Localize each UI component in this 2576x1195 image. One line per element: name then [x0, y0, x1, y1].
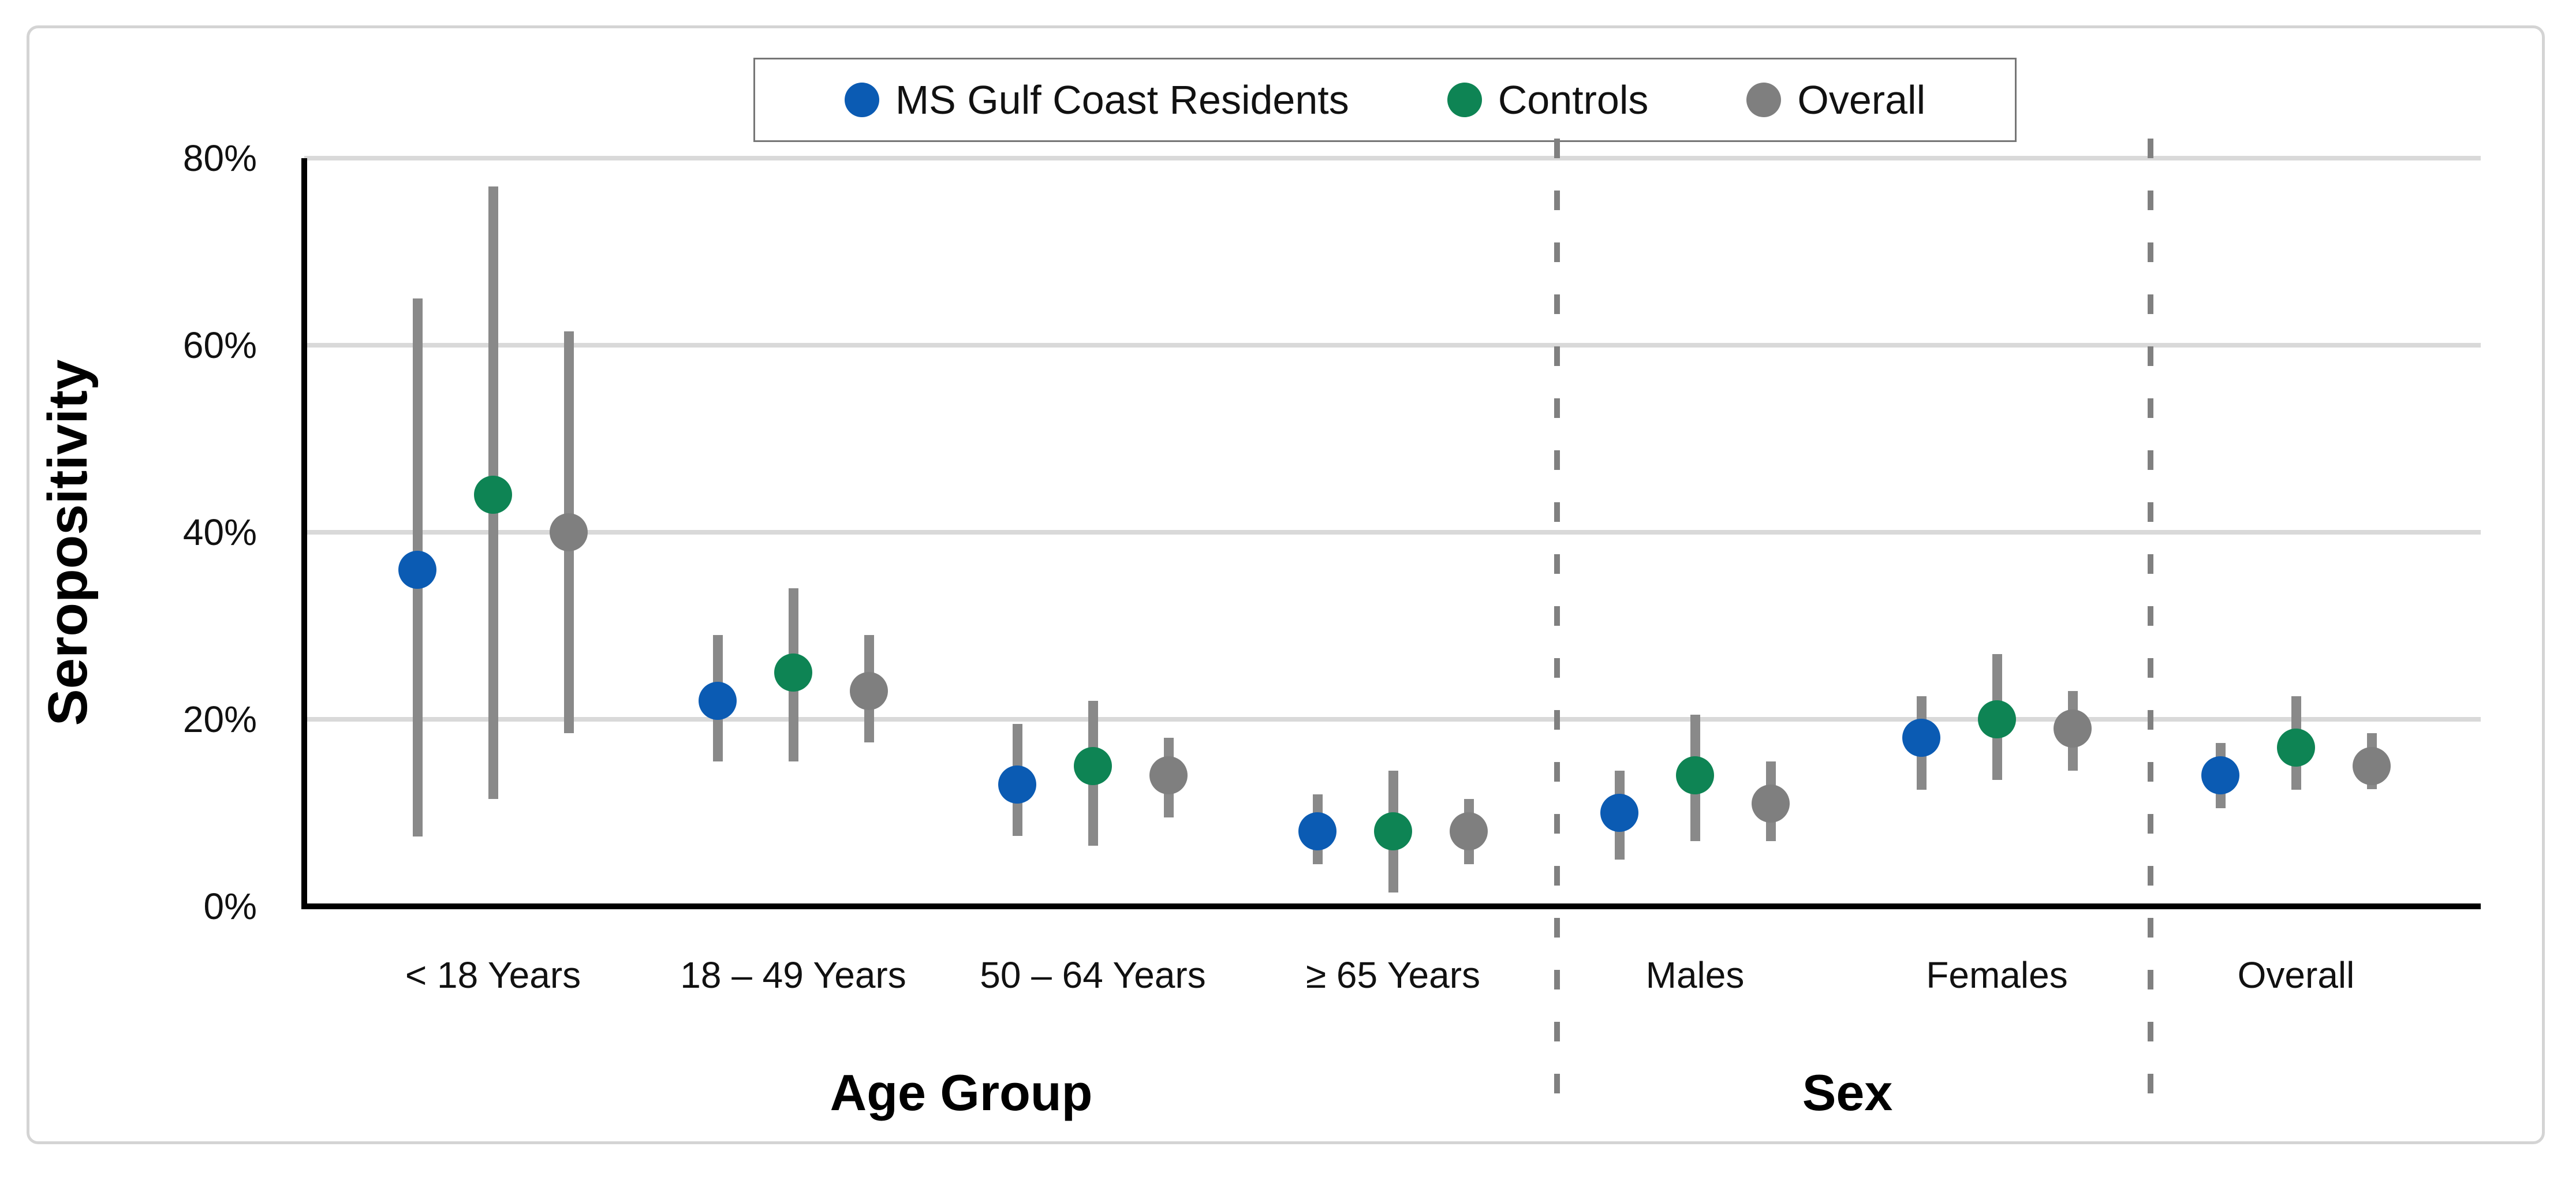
group-divider-icon — [1554, 139, 1560, 1123]
y-tick-label: 60% — [182, 324, 257, 366]
gridline-40pct — [304, 530, 2481, 535]
y-axis-line — [301, 158, 307, 909]
y-tick-label: 0% — [203, 886, 257, 927]
legend-item: Controls — [1447, 77, 1649, 123]
legend-marker-icon — [1746, 83, 1782, 117]
data-point — [1978, 700, 2016, 738]
data-point — [398, 550, 436, 589]
legend: MS Gulf Coast Residents Controls Overall — [753, 58, 2017, 142]
x-category-label: Overall — [2237, 954, 2355, 996]
data-point — [1298, 812, 1336, 851]
y-axis-title: Seropositivity — [37, 359, 99, 726]
y-tick-label: 80% — [182, 137, 257, 179]
data-point — [1149, 756, 1188, 795]
data-point — [2277, 728, 2315, 767]
data-point — [474, 476, 512, 514]
x-group-title: Sex — [1802, 1064, 1893, 1121]
chart-area-border — [27, 25, 2545, 1144]
data-point — [998, 765, 1036, 804]
data-point — [2353, 747, 2391, 785]
data-point — [2054, 709, 2092, 748]
data-point — [1600, 794, 1638, 832]
gridline-60pct — [304, 343, 2481, 348]
gridline-20pct — [304, 717, 2481, 722]
data-point — [1902, 719, 1940, 757]
data-point — [699, 681, 737, 720]
y-tick-label: 40% — [182, 511, 257, 553]
data-point — [550, 513, 588, 551]
x-group-title: Age Group — [830, 1064, 1093, 1121]
data-point — [774, 653, 812, 692]
legend-item: Overall — [1746, 77, 1925, 123]
legend-marker-icon — [844, 83, 879, 117]
legend-label: Overall — [1797, 77, 1926, 122]
data-point — [850, 672, 888, 711]
x-category-label: 50 – 64 Years — [980, 954, 1206, 996]
legend-label: MS Gulf Coast Residents — [895, 77, 1349, 122]
data-point — [1374, 812, 1412, 851]
x-category-label: < 18 Years — [405, 954, 581, 996]
x-category-label: Females — [1926, 954, 2068, 996]
legend-label: Controls — [1498, 77, 1649, 122]
group-divider-icon — [2148, 139, 2153, 1123]
legend-item: MS Gulf Coast Residents — [844, 77, 1349, 123]
data-point — [1450, 812, 1488, 851]
y-tick-label: 20% — [182, 699, 257, 740]
gridline-80pct — [304, 156, 2481, 160]
data-point — [1676, 756, 1714, 795]
data-point — [1752, 784, 1790, 823]
x-category-label: Males — [1645, 954, 1745, 996]
x-category-label: 18 – 49 Years — [680, 954, 906, 996]
legend-marker-icon — [1447, 83, 1482, 117]
x-axis-line — [301, 903, 2481, 909]
x-category-label: ≥ 65 Years — [1305, 954, 1481, 996]
data-point — [2201, 756, 2239, 795]
data-point — [1074, 747, 1112, 785]
